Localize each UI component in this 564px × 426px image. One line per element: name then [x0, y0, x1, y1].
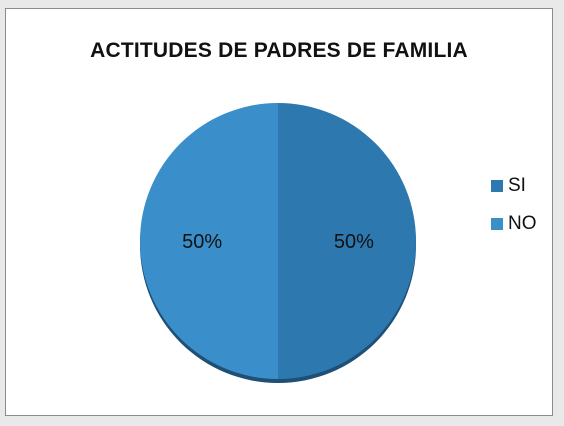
legend-item-si: SI [491, 167, 537, 205]
legend-swatch-si [491, 180, 503, 192]
chart-title: ACTITUDES DE PADRES DE FAMILIA [90, 39, 468, 62]
pie-chart: 50% 50% [140, 103, 416, 383]
legend-label-no: NO [508, 213, 537, 234]
data-label-si: 50% [334, 231, 374, 253]
chart-area: ACTITUDES DE PADRES DE FAMILIA 50% 50% SI… [5, 8, 553, 416]
data-label-no: 50% [182, 231, 222, 253]
legend-label-si: SI [508, 175, 526, 196]
legend-item-no: NO [491, 205, 537, 243]
legend-swatch-no [491, 218, 503, 230]
chart-legend: SI NO [491, 167, 537, 243]
pie-slice-no [140, 103, 278, 379]
pie-slice-si [278, 103, 416, 379]
